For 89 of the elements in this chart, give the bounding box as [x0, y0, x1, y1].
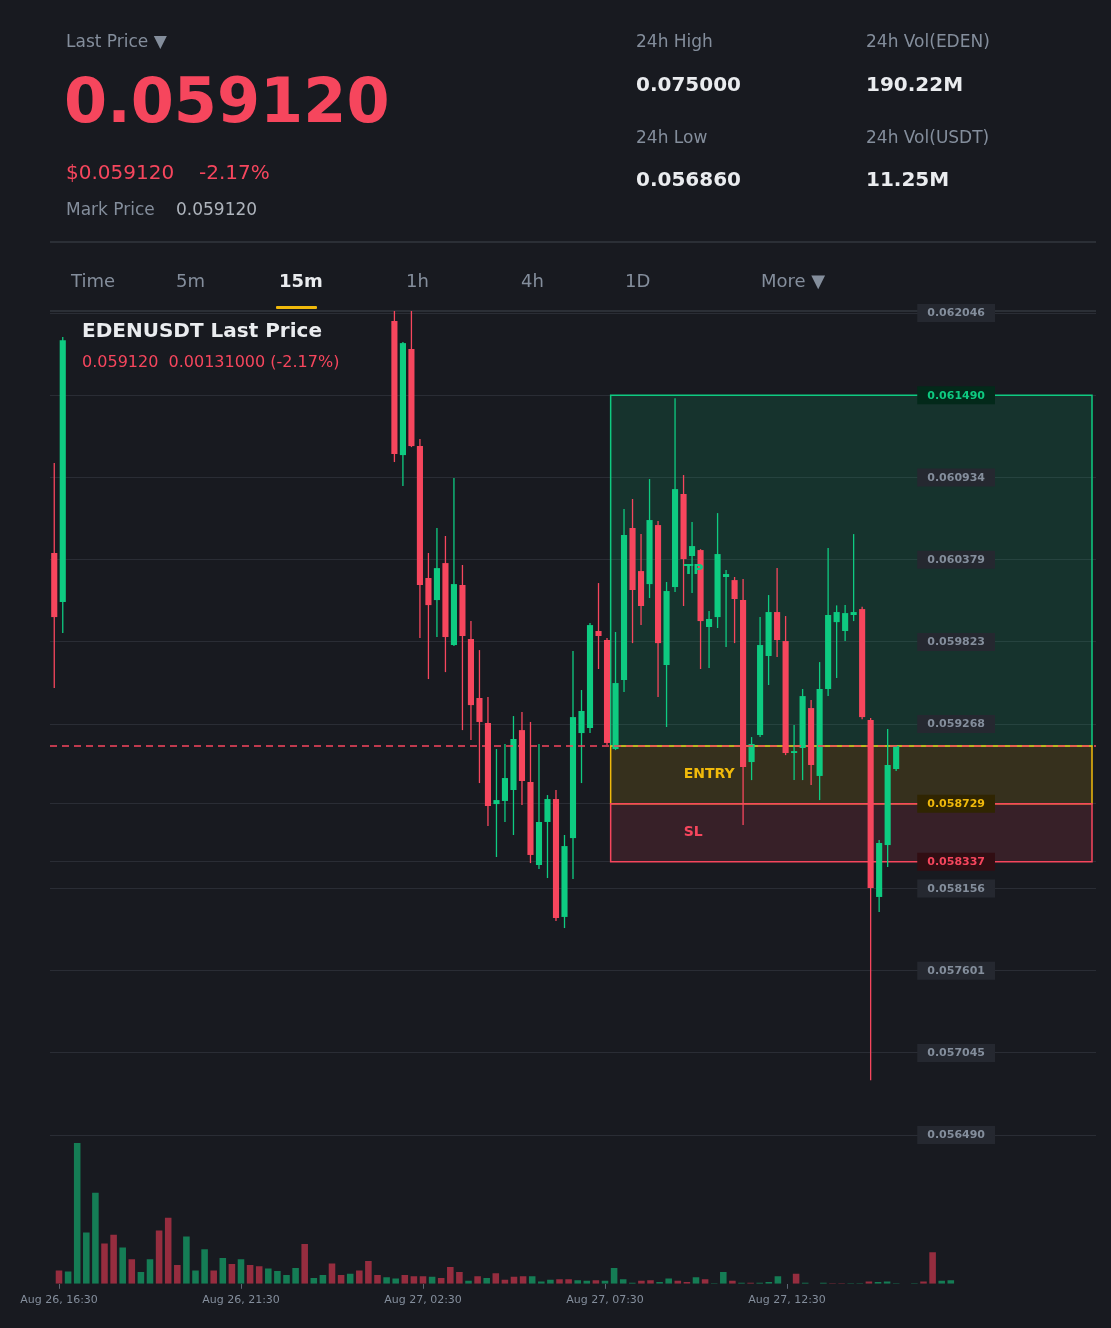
bar	[292, 1268, 299, 1284]
bar	[374, 1275, 381, 1284]
candlestick	[578, 689, 585, 784]
bar	[110, 1234, 117, 1284]
text: 11.25M	[866, 166, 950, 191]
bar	[174, 1265, 181, 1284]
text: Mark Price	[66, 199, 155, 220]
y-tick-label: 0.058729	[927, 797, 986, 811]
y-tick-label: 0.057601	[927, 964, 986, 977]
y-tick-label: 0.058156	[927, 881, 986, 895]
candlestick	[723, 569, 730, 648]
bar	[301, 1244, 308, 1284]
bar	[201, 1249, 208, 1284]
bar	[183, 1236, 190, 1284]
text: 24h Vol(EDEN)	[866, 31, 990, 52]
chart-title: EDENUSDT Last Price	[82, 318, 322, 342]
bar	[474, 1276, 481, 1284]
candlestick	[595, 582, 602, 670]
text: Time	[71, 269, 116, 292]
text: 0.059120	[176, 199, 258, 220]
y-tick-label: 0.058337	[927, 855, 986, 869]
text: $0.059120	[66, 159, 175, 184]
bar	[265, 1268, 272, 1284]
bar	[647, 1280, 654, 1284]
bar	[447, 1266, 454, 1284]
candlestick	[706, 610, 713, 669]
text: 0.059120	[64, 64, 390, 138]
bar	[356, 1270, 363, 1284]
text: 24h High	[636, 31, 713, 52]
candlestick	[493, 748, 500, 858]
text: 15m	[279, 269, 323, 292]
text: 0.059120 0.00131000 (-2.17%)	[82, 351, 340, 371]
y-tick-label: 0.059823	[927, 635, 986, 649]
text: 24h Vol(USDT)	[866, 127, 990, 148]
text: Last Price ▼	[66, 31, 167, 52]
y-tick-label: 0.061490	[927, 388, 986, 402]
candlestick	[501, 743, 509, 823]
bar	[556, 1279, 563, 1284]
x-tick-label: Aug 27, 12:30	[748, 1293, 826, 1307]
bar	[365, 1260, 372, 1284]
candlestick	[748, 736, 755, 781]
bar	[283, 1275, 290, 1284]
bar	[274, 1270, 281, 1284]
bar	[101, 1243, 108, 1284]
bar	[328, 1263, 336, 1284]
bar	[164, 1217, 172, 1284]
candlestick	[833, 604, 840, 679]
y-tick-label: 0.060934	[927, 470, 986, 484]
bar	[383, 1277, 390, 1284]
text: 5m	[176, 269, 205, 292]
text: -2.17%	[199, 159, 270, 184]
text: 4h	[521, 269, 544, 292]
bar	[483, 1278, 490, 1284]
band-label: ENTRY	[683, 765, 736, 782]
text: More ▼	[761, 269, 826, 292]
candlestick	[893, 745, 900, 772]
x-tick-label: Aug 27, 02:30	[384, 1293, 462, 1307]
x-tick-label: Aug 26, 16:30	[20, 1293, 98, 1307]
candlestick	[842, 604, 849, 642]
bar	[574, 1280, 581, 1284]
bar	[456, 1272, 463, 1284]
y-tick-label: 0.062046	[927, 306, 986, 320]
band-label: SL	[683, 823, 703, 840]
candlestick	[791, 724, 798, 781]
text: 24h Low	[636, 127, 708, 148]
bar	[83, 1232, 90, 1284]
candlestick	[850, 533, 857, 622]
y-tick-label: 0.056490	[927, 1128, 986, 1142]
candlestick	[731, 576, 738, 644]
text: 190.22M	[866, 71, 964, 96]
candlestick	[544, 794, 551, 879]
text: 0.075000	[636, 71, 742, 96]
bar	[73, 1143, 81, 1284]
candlestick	[476, 649, 483, 784]
bar	[92, 1192, 99, 1284]
bar	[119, 1247, 126, 1284]
x-tick-label: Aug 26, 21:30	[202, 1293, 280, 1307]
y-tick-label: 0.060379	[927, 553, 986, 567]
bar	[720, 1272, 727, 1284]
text: 0.056860	[636, 166, 742, 191]
y-tick-label: 0.059268	[927, 717, 986, 731]
text: 1h	[406, 269, 429, 292]
bar	[565, 1279, 572, 1284]
bar	[192, 1270, 199, 1284]
bar	[210, 1270, 217, 1284]
y-tick-label: 0.057045	[927, 1046, 986, 1060]
bar	[929, 1252, 936, 1284]
x-tick-label: Aug 27, 07:30	[566, 1293, 644, 1307]
text: 1D	[625, 269, 651, 292]
